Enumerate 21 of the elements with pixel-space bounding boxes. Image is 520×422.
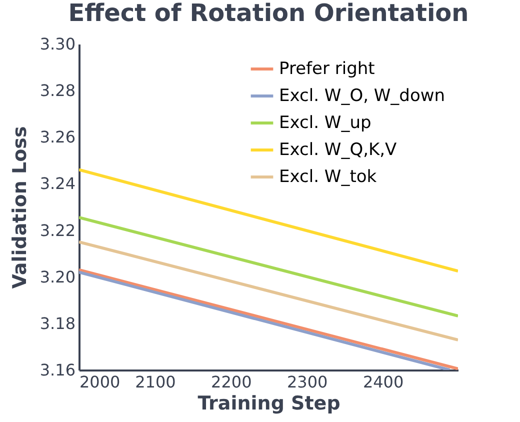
x-tick-label: 2300 xyxy=(286,372,328,392)
x-tick-label: 2000 xyxy=(80,372,120,392)
y-tick-label: 3.26 xyxy=(40,128,76,147)
y-axis-title: Validation Loss xyxy=(8,126,31,289)
legend-label: Excl. W_up xyxy=(279,113,372,133)
y-tick-label: 3.16 xyxy=(40,360,76,380)
y-tick-label: 3.30 xyxy=(40,34,76,54)
legend-label: Excl. W_tok xyxy=(279,167,377,187)
legend-label: Prefer right xyxy=(279,59,376,79)
y-tick-label: 3.18 xyxy=(40,314,76,333)
legend-label: Excl. W_O, W_down xyxy=(279,86,446,106)
x-tick-label: 2200 xyxy=(211,372,252,392)
y-tick-label: 3.22 xyxy=(40,220,76,240)
y-tick-label: 3.20 xyxy=(40,267,76,286)
y-tick-label: 3.28 xyxy=(40,81,76,100)
x-axis-title: Training Step xyxy=(198,392,340,414)
chart-title: Effect of Rotation Orientation xyxy=(68,0,469,27)
x-tick-label: 2100 xyxy=(135,372,176,392)
x-tick-label: 2400 xyxy=(362,372,404,392)
y-tick-label: 3.24 xyxy=(40,174,76,194)
legend-label: Excl. W_Q,K,V xyxy=(279,140,398,160)
